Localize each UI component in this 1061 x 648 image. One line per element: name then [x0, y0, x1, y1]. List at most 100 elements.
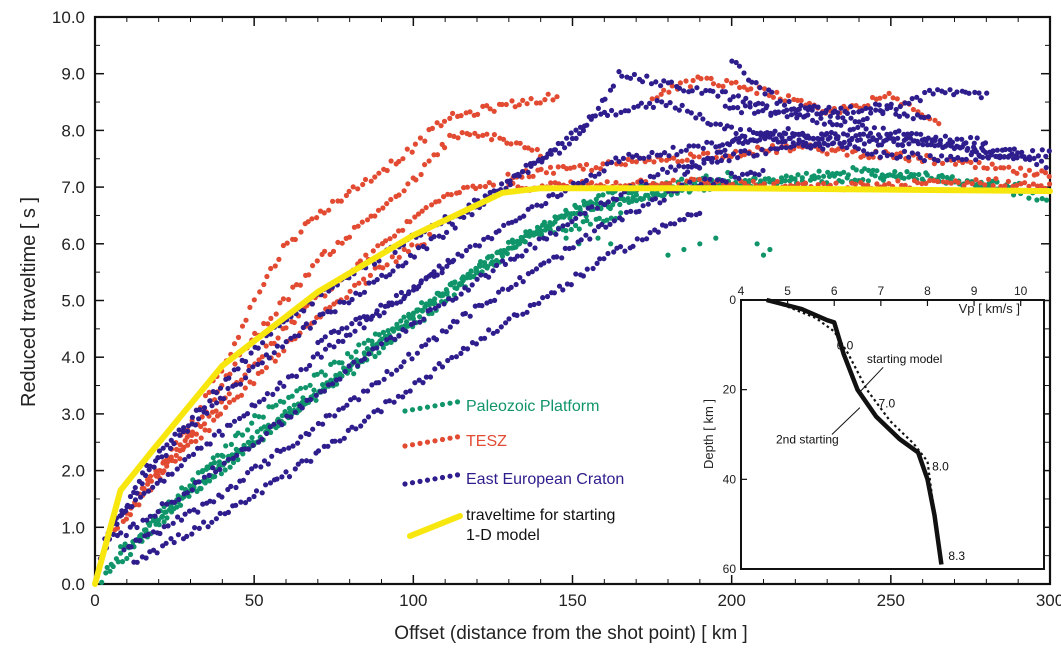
- east-european-craton-point: [349, 296, 355, 303]
- tesz-point: [434, 152, 441, 158]
- east-european-craton-point: [626, 151, 632, 157]
- tesz-point: [177, 456, 183, 462]
- east-european-craton-point: [147, 513, 153, 519]
- east-european-craton-point: [763, 151, 769, 157]
- east-european-craton-point: [322, 346, 329, 352]
- east-european-craton-point: [307, 362, 313, 369]
- east-european-craton-point: [1007, 146, 1013, 153]
- east-european-craton-point: [762, 91, 768, 97]
- east-european-craton-point: [482, 335, 488, 341]
- inset-annotation: 8.3: [948, 549, 965, 563]
- east-european-craton-point: [440, 234, 446, 240]
- tesz-point: [291, 319, 297, 326]
- east-european-craton-point: [749, 79, 755, 85]
- tesz-point: [613, 179, 619, 186]
- east-european-craton-point: [216, 428, 222, 434]
- paleozoic-platform-point: [638, 196, 645, 202]
- tesz-point: [696, 176, 703, 182]
- east-european-craton-point: [901, 131, 907, 137]
- paleozoic-platform-point: [713, 235, 719, 241]
- tesz-point: [375, 207, 382, 213]
- paleozoic-platform-point: [252, 413, 258, 419]
- inset-x-tick-label: 8: [924, 284, 931, 298]
- tesz-point: [223, 404, 229, 410]
- tesz-point: [297, 282, 303, 288]
- east-european-craton-point: [498, 324, 504, 330]
- east-european-craton-point: [867, 106, 874, 112]
- tesz-point: [604, 179, 610, 185]
- east-european-craton-point: [337, 299, 343, 305]
- east-european-craton-point: [954, 89, 960, 95]
- tesz-point: [231, 397, 237, 403]
- east-european-craton-point: [566, 245, 573, 252]
- paleozoic-platform-point: [497, 250, 504, 256]
- legend-marker: [424, 477, 431, 483]
- east-european-craton-point: [125, 502, 131, 508]
- east-european-craton-point: [296, 333, 302, 339]
- east-european-craton-point: [423, 342, 429, 348]
- east-european-craton-point: [703, 87, 709, 94]
- tesz-point: [516, 102, 522, 108]
- tesz-point: [890, 95, 896, 101]
- east-european-craton-point: [637, 155, 643, 161]
- east-european-craton-point: [246, 496, 252, 502]
- east-european-craton-point: [394, 300, 400, 306]
- east-european-craton-point: [553, 231, 559, 237]
- tesz-point: [239, 323, 246, 329]
- east-european-craton-point: [481, 236, 487, 242]
- paleozoic-platform-point: [783, 173, 789, 179]
- east-european-craton-point: [184, 428, 191, 434]
- east-european-craton-point: [613, 112, 619, 118]
- paleozoic-platform-point: [782, 178, 788, 184]
- tesz-point: [235, 394, 241, 400]
- tesz-point: [524, 101, 530, 107]
- east-european-craton-point: [947, 87, 953, 93]
- east-european-craton-point: [735, 93, 742, 99]
- east-european-craton-point: [259, 490, 265, 496]
- tesz-point: [708, 75, 714, 82]
- tesz-point: [217, 411, 224, 417]
- inset-y-tick-label: 0: [729, 293, 736, 307]
- east-european-craton-point: [361, 418, 368, 424]
- east-european-craton-point: [835, 136, 841, 142]
- inset-x-axis-title: Vp [ km/s ]: [959, 301, 1020, 316]
- east-european-craton-point: [959, 157, 965, 163]
- east-european-craton-point: [922, 89, 928, 96]
- east-european-craton-point: [318, 389, 324, 395]
- tesz-point: [940, 160, 946, 166]
- east-european-craton-point: [219, 494, 225, 500]
- tesz-point: [517, 140, 523, 146]
- tesz-point: [280, 242, 286, 249]
- east-european-craton-point: [543, 154, 550, 160]
- tesz-point: [393, 259, 399, 265]
- east-european-craton-point: [782, 138, 788, 144]
- east-european-craton-point: [378, 409, 384, 415]
- x-tick-label: 300: [1036, 591, 1061, 610]
- east-european-craton-point: [736, 63, 743, 69]
- east-european-craton-point: [944, 157, 950, 163]
- east-european-craton-point: [635, 103, 641, 109]
- tesz-point: [164, 457, 170, 463]
- east-european-craton-point: [652, 196, 659, 202]
- east-european-craton-point: [128, 544, 134, 550]
- east-european-craton-point: [261, 458, 268, 464]
- tesz-point: [658, 91, 664, 97]
- tesz-point: [330, 198, 336, 204]
- east-european-craton-point: [155, 509, 161, 515]
- east-european-craton-point: [599, 221, 605, 228]
- paleozoic-platform-point: [164, 515, 170, 521]
- east-european-craton-point: [315, 420, 321, 427]
- east-european-craton-point: [355, 363, 361, 369]
- east-european-craton-point: [345, 427, 351, 433]
- paleozoic-platform-point: [944, 174, 950, 181]
- east-european-craton-point: [592, 173, 598, 179]
- east-european-craton-point: [719, 177, 725, 184]
- east-european-craton-point: [822, 109, 829, 115]
- east-european-craton-point: [691, 143, 697, 149]
- east-european-craton-point: [657, 200, 663, 206]
- east-european-craton-point: [923, 138, 929, 144]
- east-european-craton-point: [499, 181, 505, 187]
- paleozoic-platform-point: [348, 354, 354, 360]
- east-european-craton-point: [321, 388, 327, 394]
- east-european-craton-point: [982, 140, 989, 146]
